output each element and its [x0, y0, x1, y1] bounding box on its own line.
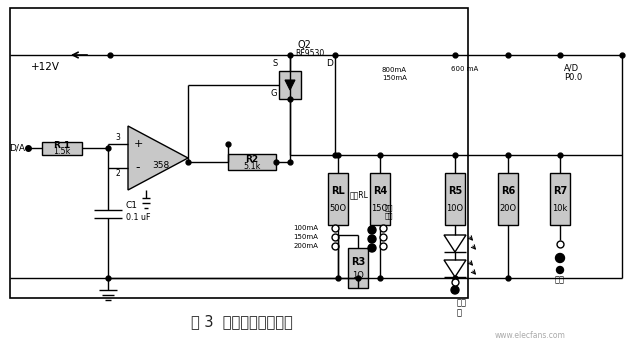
Text: D/A: D/A: [9, 143, 25, 152]
Text: 100mA: 100mA: [293, 225, 318, 231]
Polygon shape: [444, 260, 466, 277]
Text: D: D: [327, 60, 333, 69]
Text: 1.5k: 1.5k: [54, 148, 71, 156]
Circle shape: [555, 253, 564, 262]
Text: 图 3  恒流源电路原理图: 图 3 恒流源电路原理图: [191, 315, 293, 330]
Bar: [445, 173, 465, 225]
Text: 闪光
灯: 闪光 灯: [457, 298, 467, 317]
Circle shape: [368, 226, 376, 234]
Text: RL: RL: [331, 186, 345, 196]
Polygon shape: [285, 80, 295, 90]
Text: +12V: +12V: [31, 62, 59, 72]
Text: G: G: [271, 88, 277, 97]
Text: R 1: R 1: [54, 141, 70, 150]
Text: R5: R5: [448, 186, 462, 196]
Text: R6: R6: [501, 186, 515, 196]
Circle shape: [451, 286, 459, 294]
Bar: [10, 8, 468, 298]
Bar: [42, 142, 82, 155]
Bar: [279, 71, 301, 99]
Text: 600 mA: 600 mA: [451, 66, 478, 72]
Text: 50O: 50O: [329, 204, 347, 213]
Text: 10k: 10k: [552, 204, 568, 213]
Text: 10O: 10O: [447, 204, 464, 213]
Bar: [370, 173, 390, 225]
Text: 150mA: 150mA: [382, 75, 407, 81]
Polygon shape: [128, 126, 188, 190]
Text: Q2: Q2: [298, 40, 312, 50]
Text: P0.0: P0.0: [564, 72, 582, 81]
Circle shape: [557, 267, 564, 274]
Text: -: -: [136, 161, 140, 174]
Text: 1O: 1O: [352, 271, 364, 280]
Text: 输出: 输出: [385, 205, 394, 211]
Polygon shape: [444, 235, 466, 252]
Text: 2: 2: [116, 169, 120, 179]
Text: 短路: 短路: [385, 213, 394, 219]
Text: A/D: A/D: [564, 63, 579, 72]
Bar: [498, 173, 518, 225]
Text: 0.1 uF: 0.1 uF: [126, 214, 150, 222]
Text: R2: R2: [245, 155, 259, 164]
Text: +: +: [133, 139, 143, 149]
Text: RF9530: RF9530: [295, 48, 324, 57]
Text: 200mA: 200mA: [293, 243, 318, 249]
Text: 5.1k: 5.1k: [243, 162, 261, 171]
Text: 358: 358: [152, 161, 169, 171]
Bar: [228, 154, 276, 170]
Text: www.elecfans.com: www.elecfans.com: [494, 331, 566, 340]
Text: 3: 3: [115, 134, 120, 142]
Text: 15O: 15O: [371, 204, 389, 213]
Text: S: S: [273, 58, 278, 68]
Text: 报警: 报警: [555, 276, 565, 285]
Text: R4: R4: [373, 186, 387, 196]
Bar: [348, 248, 368, 288]
Text: 20O: 20O: [499, 204, 517, 213]
Text: C1: C1: [126, 201, 138, 211]
Text: 150mA: 150mA: [293, 234, 318, 240]
Text: R7: R7: [553, 186, 567, 196]
Circle shape: [368, 244, 376, 252]
Bar: [550, 173, 570, 225]
Bar: [328, 173, 348, 225]
Text: 负载RL: 负载RL: [350, 190, 369, 199]
Text: 800mA: 800mA: [382, 67, 407, 73]
Text: R3: R3: [351, 257, 365, 267]
Circle shape: [368, 235, 376, 243]
